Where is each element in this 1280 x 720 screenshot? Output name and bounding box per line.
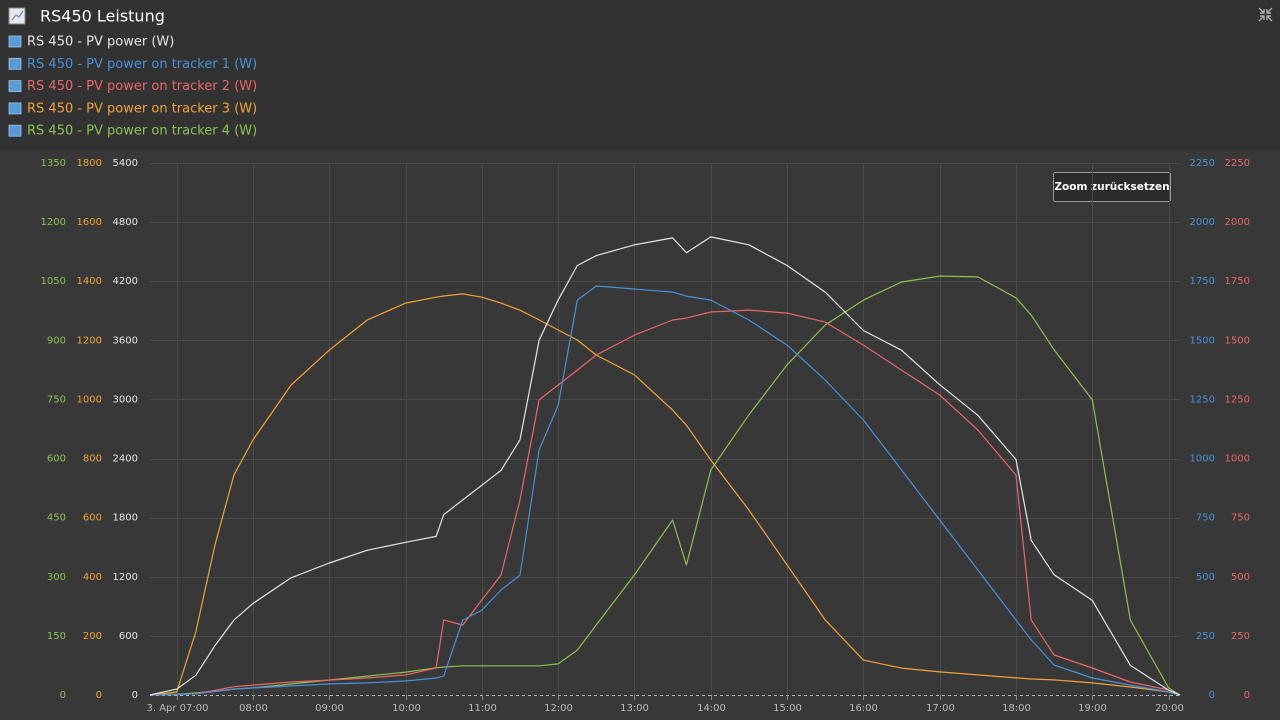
y-tick-label: 0 <box>1209 690 1215 701</box>
y-tick-label: 1250 <box>1190 394 1215 405</box>
y-tick-label: 450 <box>47 513 66 524</box>
legend-icon <box>8 35 22 48</box>
y-tick-label: 2250 <box>1225 158 1250 169</box>
y-tick-label: 600 <box>83 513 102 524</box>
grid <box>150 163 1180 695</box>
y-tick-label: 1200 <box>41 217 66 228</box>
legend-icon <box>8 102 22 115</box>
y-tick-label: 2400 <box>113 454 138 465</box>
y-tick-label: 250 <box>1231 631 1250 642</box>
y-tick-label: 600 <box>119 631 138 642</box>
legend-label: RS 450 - PV power on tracker 2 (W) <box>27 79 257 94</box>
y-tick-label: 4800 <box>113 217 138 228</box>
x-tick-label: 19:00 <box>1078 703 1107 714</box>
x-tick-label: 10:00 <box>392 703 421 714</box>
y-tick-label: 750 <box>47 394 66 405</box>
y-tick-label: 1750 <box>1225 276 1250 287</box>
y-tick-label: 3000 <box>113 394 138 405</box>
collapse-button[interactable] <box>1258 7 1273 22</box>
y-tick-label: 1750 <box>1190 276 1215 287</box>
legend-item[interactable]: RS 450 - PV power on tracker 4 (W) <box>8 124 257 139</box>
y-tick-label: 2000 <box>1225 217 1250 228</box>
chart-title: RS450 Leistung <box>40 7 165 26</box>
y-tick-label: 200 <box>83 631 102 642</box>
y-tick-label: 400 <box>83 572 102 583</box>
x-tick-label: 16:00 <box>849 703 878 714</box>
x-tick-label: 18:00 <box>1002 703 1031 714</box>
x-tick-label: 3. Apr 07:00 <box>146 703 208 714</box>
x-tick-label: 09:00 <box>315 703 344 714</box>
reset-zoom-label[interactable]: Zoom zurücksetzen <box>1054 181 1169 193</box>
y-tick-label: 750 <box>1231 513 1250 524</box>
legend-item[interactable]: RS 450 - PV power on tracker 2 (W) <box>8 79 257 94</box>
legend-icon <box>8 57 22 70</box>
legend-label: RS 450 - PV power (W) <box>27 35 174 50</box>
x-tick-label: 12:00 <box>544 703 573 714</box>
y-tick-label: 600 <box>47 454 66 465</box>
series-line <box>149 309 1181 696</box>
series-line <box>149 285 1181 696</box>
y-tick-label: 0 <box>96 690 102 701</box>
legend-item[interactable]: RS 450 - PV power on tracker 1 (W) <box>8 57 257 72</box>
x-tick-label: 15:00 <box>773 703 802 714</box>
y-tick-label: 1000 <box>1225 454 1250 465</box>
x-tick-label: 13:00 <box>620 703 649 714</box>
y-tick-label: 4200 <box>113 276 138 287</box>
y-tick-label: 5400 <box>113 158 138 169</box>
y-tick-label: 0 <box>60 690 66 701</box>
x-tick-label: 08:00 <box>239 703 268 714</box>
y-tick-label: 1350 <box>41 158 66 169</box>
y-tick-label: 1600 <box>77 217 102 228</box>
y-tick-label: 800 <box>83 454 102 465</box>
y-tick-label: 1200 <box>113 572 138 583</box>
y-tick-label: 1000 <box>77 394 102 405</box>
y-tick-label: 1250 <box>1225 394 1250 405</box>
y-tick-label: 1500 <box>1225 335 1250 346</box>
y-tick-label: 300 <box>47 572 66 583</box>
x-tick-label: 20:00 <box>1155 703 1184 714</box>
y-tick-label: 500 <box>1196 572 1215 583</box>
y-tick-label: 2250 <box>1190 158 1215 169</box>
plot-background <box>0 150 1280 720</box>
y-tick-label: 0 <box>1244 690 1250 701</box>
legend-label: RS 450 - PV power on tracker 3 (W) <box>27 101 257 116</box>
y-tick-label: 1800 <box>77 158 102 169</box>
y-tick-label: 1400 <box>77 276 102 287</box>
series-line <box>149 236 1181 696</box>
series-line <box>149 275 1181 696</box>
x-tick-label: 11:00 <box>468 703 497 714</box>
x-tick-label: 17:00 <box>926 703 955 714</box>
legend-item[interactable]: RS 450 - PV power (W) <box>8 35 174 50</box>
x-tick-label: 14:00 <box>697 703 726 714</box>
series-line <box>149 293 1181 696</box>
legend-icon <box>8 124 22 137</box>
y-tick-label: 250 <box>1196 631 1215 642</box>
y-tick-label: 1800 <box>113 513 138 524</box>
legend-icon <box>8 80 22 92</box>
legend-label: RS 450 - PV power on tracker 1 (W) <box>27 57 257 72</box>
y-tick-label: 500 <box>1231 572 1250 583</box>
y-tick-label: 900 <box>47 335 66 346</box>
y-tick-label: 150 <box>47 631 66 642</box>
y-tick-label: 1500 <box>1190 335 1215 346</box>
legend-label: RS 450 - PV power on tracker 4 (W) <box>27 124 257 139</box>
legend-item[interactable]: RS 450 - PV power on tracker 3 (W) <box>8 101 257 116</box>
y-tick-label: 1000 <box>1190 454 1215 465</box>
y-tick-label: 750 <box>1196 513 1215 524</box>
reset-zoom-button[interactable]: Zoom zurücksetzen <box>1053 172 1171 202</box>
y-tick-label: 2000 <box>1190 217 1215 228</box>
y-tick-label: 1050 <box>41 276 66 287</box>
y-tick-label: 0 <box>132 690 138 701</box>
y-tick-label: 1200 <box>77 335 102 346</box>
title-icon <box>8 7 26 25</box>
y-tick-label: 3600 <box>113 335 138 346</box>
